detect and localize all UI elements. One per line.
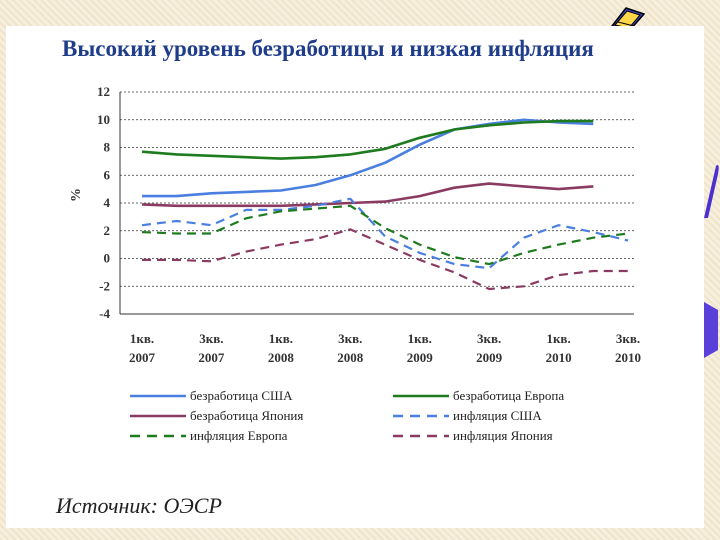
x-tick-label: 2009	[407, 350, 434, 365]
x-tick-label: 1кв.	[546, 331, 570, 346]
book-icon	[610, 7, 646, 31]
series-line	[141, 204, 629, 266]
x-tick-label: 3кв.	[338, 331, 362, 346]
series-line	[141, 119, 594, 160]
x-tick-label: 3кв.	[477, 331, 501, 346]
y-tick-label: -2	[99, 278, 110, 293]
y-tick-label: 12	[97, 84, 110, 99]
y-tick-label: -4	[99, 306, 110, 321]
x-tick-label: 2010	[546, 350, 572, 365]
legend-label: инфляция Япония	[453, 428, 553, 443]
legend-label: инфляция США	[453, 408, 542, 423]
page-title: Высокий уровень безработицы и низкая инф…	[62, 36, 594, 61]
decorative-shape-icon	[704, 302, 718, 358]
x-tick-label: 1кв.	[130, 331, 154, 346]
y-axis-label: %	[69, 188, 84, 202]
source-note: Источник: ОЭСР	[56, 493, 222, 518]
series-line	[141, 182, 594, 208]
series-line	[142, 118, 594, 198]
chart-axes: 12 10 8 6 4 2 0 -2 -4% 1кв. 2007 3кв. 2007 1кв. 2008 3к…	[69, 84, 641, 365]
decorative-shape-icon	[704, 165, 719, 218]
x-tick-label: 2009	[476, 350, 503, 365]
y-tick-label: 10	[97, 112, 110, 127]
legend-label: безработица Европа	[453, 388, 564, 403]
x-tick-label: 2010	[615, 350, 641, 365]
chart-series	[141, 118, 629, 291]
x-tick-label: 3кв.	[199, 331, 223, 346]
x-tick-label: 2007	[198, 350, 225, 365]
x-tick-label: 3кв.	[616, 331, 640, 346]
y-tick-label: 0	[104, 251, 111, 266]
x-tick-label: 2008	[337, 350, 364, 365]
legend-label: инфляция Европа	[190, 428, 288, 443]
chart-legend: безработица США безработица Европа безрабо…	[130, 388, 564, 443]
series-line	[141, 197, 629, 270]
x-tick-label: 1кв.	[269, 331, 293, 346]
series-line	[142, 228, 628, 291]
x-tick-label: 1кв.	[408, 331, 432, 346]
x-tick-label: 2007	[129, 350, 156, 365]
y-tick-label: 4	[104, 195, 111, 210]
legend-label: безработица США	[190, 388, 293, 403]
y-tick-label: 6	[104, 167, 111, 182]
content-panel	[6, 26, 704, 528]
x-tick-label: 2008	[268, 350, 295, 365]
y-tick-label: 2	[104, 223, 111, 238]
legend-label: безработица Япония	[190, 408, 303, 423]
y-tick-label: 8	[104, 140, 111, 155]
